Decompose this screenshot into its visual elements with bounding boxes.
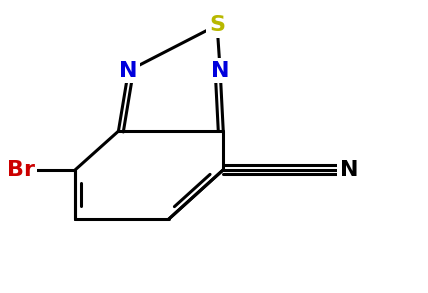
Text: N: N xyxy=(340,160,358,180)
Text: N: N xyxy=(119,61,138,81)
Text: S: S xyxy=(209,15,225,35)
Text: Br: Br xyxy=(6,160,35,180)
Text: N: N xyxy=(211,61,229,81)
